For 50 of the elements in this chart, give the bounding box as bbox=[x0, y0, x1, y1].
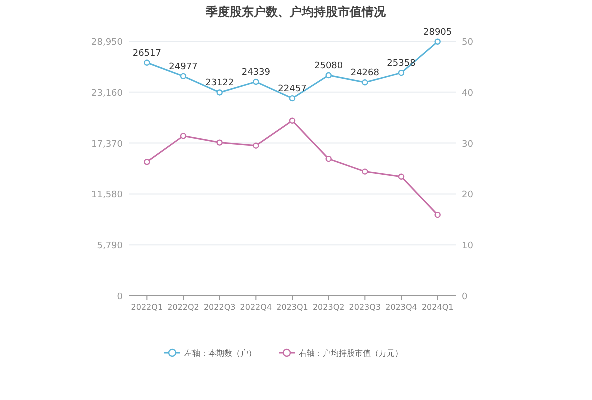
point bbox=[180, 133, 187, 140]
chart-title: 季度股东户数、户均持股市值情况 bbox=[205, 5, 387, 19]
y-tick-label: 28,950 bbox=[92, 38, 124, 48]
y2-tick-label: 40 bbox=[462, 88, 474, 99]
point bbox=[326, 156, 332, 162]
point bbox=[216, 140, 223, 146]
y2-tick-label: 20 bbox=[462, 190, 474, 201]
point bbox=[253, 78, 260, 86]
x-tick-label: 2022Q4 bbox=[240, 303, 272, 312]
point bbox=[289, 118, 296, 124]
point bbox=[180, 73, 187, 80]
y-tick-label: 0 bbox=[117, 292, 124, 302]
y2-tick-label: 30 bbox=[462, 140, 474, 150]
y-tick-label: 5,790 bbox=[97, 242, 124, 252]
data-label: 24977 bbox=[169, 62, 198, 72]
x-tick-label: 2022Q2 bbox=[168, 303, 200, 312]
point bbox=[434, 212, 441, 218]
point bbox=[289, 95, 296, 102]
point bbox=[398, 174, 405, 180]
x-tick-label: 2024Q1 bbox=[422, 303, 454, 312]
x-tick-label: 2023Q4 bbox=[386, 303, 418, 312]
legend-label: 左轴：本期数（户） bbox=[184, 349, 256, 358]
y2-tick-label: 10 bbox=[462, 242, 474, 252]
x-tick-label: 2023Q1 bbox=[276, 303, 308, 312]
point bbox=[362, 168, 368, 175]
data-label: 26517 bbox=[132, 48, 162, 59]
data-label: 28905 bbox=[424, 28, 452, 38]
point bbox=[253, 142, 260, 149]
y-tick-label: 11,580 bbox=[92, 190, 124, 201]
y2-tick-label: 0 bbox=[462, 292, 468, 302]
x-tick-label: 2022Q1 bbox=[131, 303, 164, 312]
data-label: 23122 bbox=[206, 78, 234, 89]
point bbox=[362, 80, 368, 86]
point bbox=[144, 60, 150, 66]
x-tick-label: 2023Q2 bbox=[312, 303, 345, 312]
point bbox=[216, 90, 223, 96]
point bbox=[398, 70, 405, 76]
y-tick-label: 17,370 bbox=[92, 140, 124, 150]
legend-label: 右轴：户均持股市值（万元） bbox=[299, 349, 403, 358]
point bbox=[434, 38, 441, 45]
data-label: 24339 bbox=[242, 68, 271, 78]
data-label: 22457 bbox=[278, 84, 307, 95]
data-label: 25080 bbox=[314, 62, 344, 72]
x-tick-label: 2022Q3 bbox=[204, 303, 236, 312]
point bbox=[326, 72, 332, 79]
y-tick-label: 23,160 bbox=[92, 88, 124, 99]
data-label: 24268 bbox=[350, 68, 380, 79]
y2-tick-label: 50 bbox=[462, 38, 474, 48]
point bbox=[144, 159, 150, 166]
x-tick-label: 2023Q3 bbox=[349, 303, 382, 312]
